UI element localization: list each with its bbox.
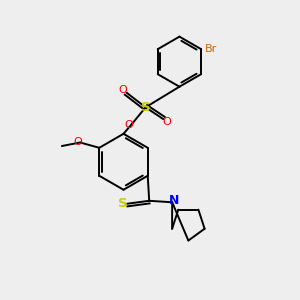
Text: O: O [124,120,133,130]
Text: Br: Br [205,44,217,54]
Text: O: O [162,117,171,127]
Text: S: S [141,101,150,114]
Text: O: O [74,137,82,148]
Text: N: N [168,194,179,207]
Text: O: O [118,85,127,94]
Text: S: S [118,197,128,210]
